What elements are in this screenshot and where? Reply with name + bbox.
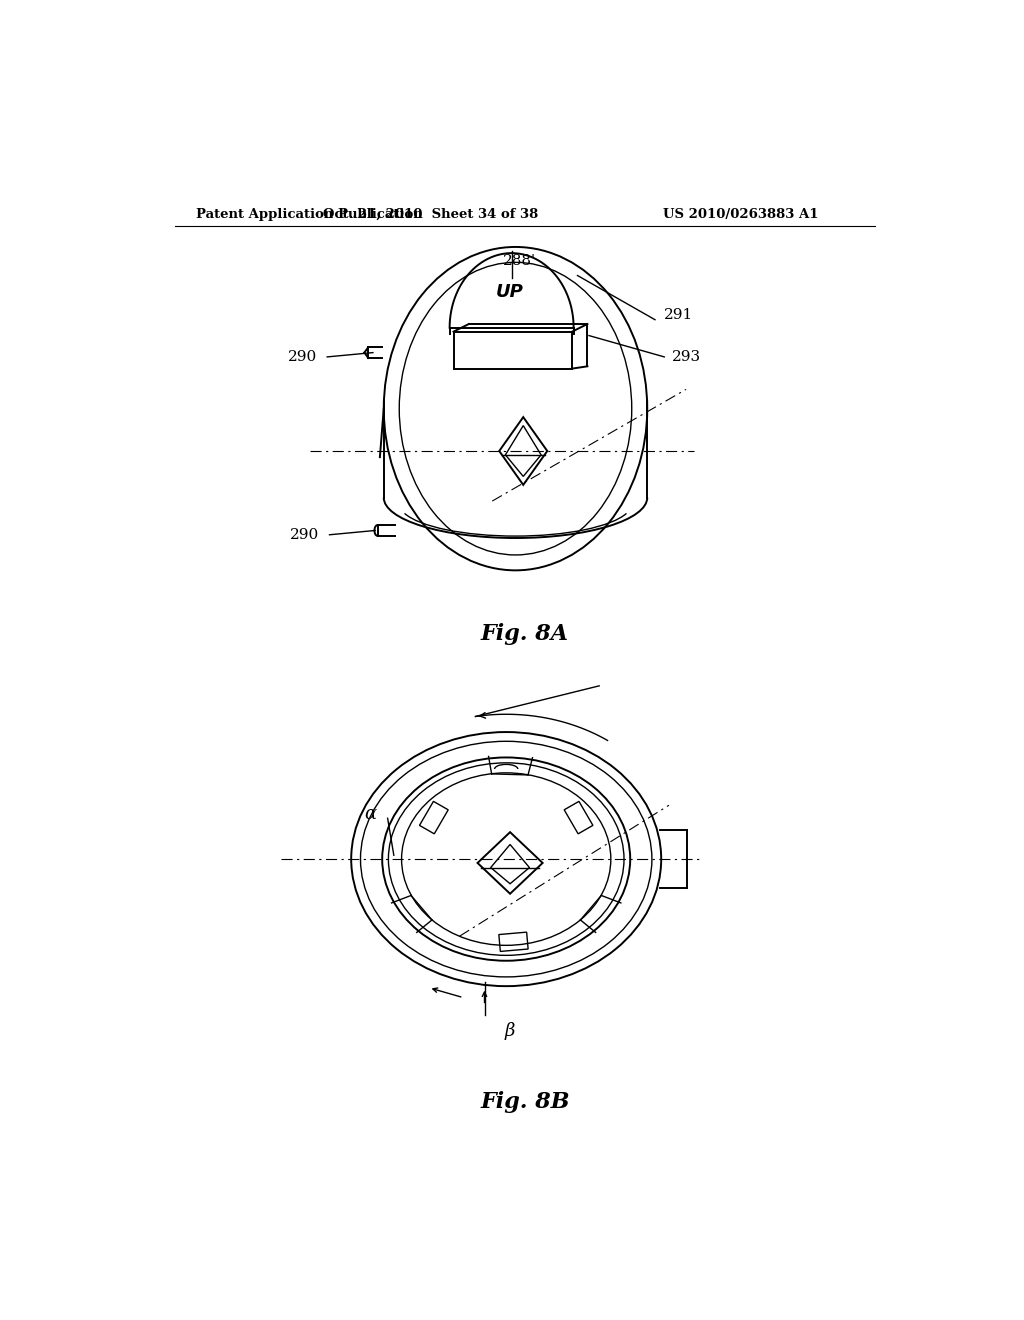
Text: Oct. 21, 2010  Sheet 34 of 38: Oct. 21, 2010 Sheet 34 of 38 [323,209,538,222]
Text: 288': 288' [503,253,536,268]
Text: 291: 291 [665,308,693,322]
Text: Patent Application Publication: Patent Application Publication [197,209,423,222]
Text: 293: 293 [672,350,701,364]
Text: 290: 290 [288,350,317,364]
Text: β: β [505,1022,515,1040]
Text: US 2010/0263883 A1: US 2010/0263883 A1 [663,209,818,222]
Text: α: α [365,805,377,824]
Text: Fig. 8B: Fig. 8B [480,1090,569,1113]
Text: 290: 290 [290,528,319,541]
Text: UP: UP [496,282,523,301]
Text: Fig. 8A: Fig. 8A [481,623,568,645]
